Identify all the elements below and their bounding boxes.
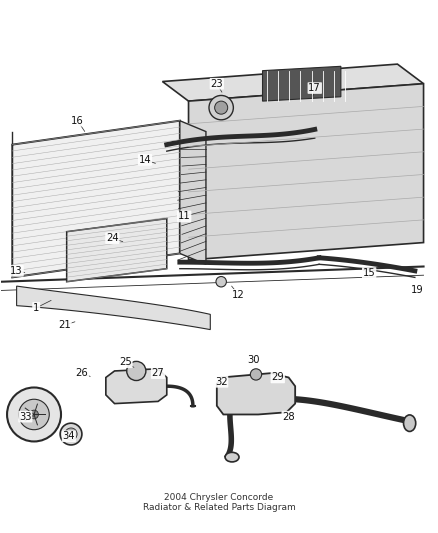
- Text: 29: 29: [272, 373, 284, 383]
- Text: 11: 11: [178, 212, 191, 221]
- Ellipse shape: [225, 453, 239, 462]
- Text: 27: 27: [152, 368, 164, 378]
- Circle shape: [7, 387, 61, 441]
- Text: 25: 25: [119, 357, 132, 367]
- Text: 19: 19: [411, 286, 424, 295]
- Text: 24: 24: [106, 233, 119, 243]
- Polygon shape: [262, 66, 341, 101]
- Polygon shape: [17, 286, 210, 329]
- Circle shape: [65, 428, 77, 440]
- Circle shape: [216, 277, 226, 287]
- Text: 28: 28: [283, 411, 295, 422]
- Text: 13: 13: [11, 266, 23, 276]
- Circle shape: [60, 423, 82, 445]
- Text: 32: 32: [215, 377, 227, 387]
- Polygon shape: [180, 120, 206, 264]
- Text: 1: 1: [33, 303, 39, 313]
- Text: 33: 33: [19, 411, 32, 422]
- Text: 16: 16: [71, 116, 84, 126]
- Text: 30: 30: [247, 355, 260, 365]
- Circle shape: [209, 95, 233, 120]
- Circle shape: [251, 369, 261, 380]
- Circle shape: [30, 410, 39, 419]
- Ellipse shape: [403, 415, 416, 431]
- Circle shape: [215, 101, 228, 114]
- Text: 34: 34: [63, 431, 75, 441]
- Text: 23: 23: [211, 79, 223, 88]
- Polygon shape: [106, 369, 167, 403]
- Text: 14: 14: [139, 155, 151, 165]
- Text: 15: 15: [363, 268, 375, 278]
- Polygon shape: [188, 84, 424, 260]
- Polygon shape: [67, 219, 167, 282]
- Circle shape: [127, 361, 146, 381]
- Text: 26: 26: [75, 368, 88, 378]
- Polygon shape: [12, 120, 180, 277]
- Polygon shape: [162, 64, 424, 101]
- Polygon shape: [217, 373, 295, 415]
- Text: 21: 21: [58, 320, 71, 330]
- Text: 2004 Chrysler Concorde
Radiator & Related Parts Diagram: 2004 Chrysler Concorde Radiator & Relate…: [143, 493, 295, 512]
- Circle shape: [19, 399, 49, 430]
- Text: 12: 12: [232, 290, 245, 300]
- Text: 17: 17: [308, 83, 321, 93]
